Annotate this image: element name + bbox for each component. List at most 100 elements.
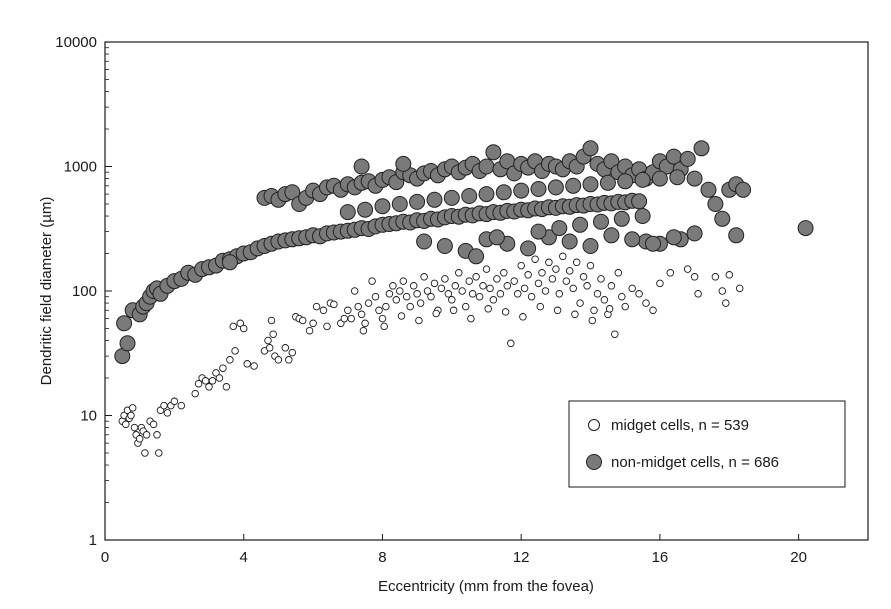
non-midget-point (603, 227, 620, 244)
midget-point (548, 275, 557, 283)
midget-point (191, 389, 199, 398)
non-midget-point (530, 223, 547, 240)
midget-point (397, 312, 406, 320)
midget-point (122, 420, 130, 429)
midget-point (219, 364, 227, 372)
midget-point (135, 435, 144, 443)
midget-point (553, 306, 562, 315)
midget-point (597, 275, 605, 283)
midget-point (666, 269, 675, 277)
midget-point (600, 296, 609, 304)
non-midget-point (547, 179, 564, 196)
midget-point (590, 306, 598, 315)
midget-point (500, 269, 508, 277)
midget-point (579, 273, 588, 281)
midget-point (520, 284, 529, 293)
non-midget-point (572, 216, 589, 233)
midget-point (427, 292, 435, 301)
x-tick-label: 20 (790, 549, 807, 566)
midget-point (319, 306, 328, 315)
non-midget-point (495, 184, 512, 201)
midget-point (503, 282, 512, 290)
non-midget-point (634, 171, 651, 188)
midget-point (628, 284, 636, 293)
midget-point (486, 284, 494, 293)
midget-point (467, 314, 475, 323)
midget-point (364, 299, 373, 307)
midget-point (484, 305, 492, 313)
midget-point (420, 273, 428, 281)
non-midget-point (284, 184, 301, 201)
midget-point (170, 397, 179, 406)
midget-point (694, 290, 702, 298)
non-midget-point (443, 189, 460, 206)
non-midget-point (339, 204, 356, 221)
non-midget-point (634, 208, 651, 224)
midget-point (330, 300, 338, 309)
midget-point (281, 344, 290, 352)
midget-point (130, 423, 139, 432)
midget-point (437, 284, 446, 293)
midget-point (243, 360, 251, 368)
x-tick-label: 12 (513, 549, 530, 566)
midget-point (406, 302, 414, 311)
non-midget-point (714, 210, 731, 227)
midget-point (323, 322, 331, 331)
midget-point (371, 292, 380, 301)
midget-point (571, 310, 579, 319)
midget-point (231, 347, 239, 355)
midget-point (409, 282, 418, 290)
midget-point (149, 420, 158, 429)
midget-point (468, 290, 477, 298)
x-tick-label: 8 (378, 549, 386, 566)
non-midget-point (707, 196, 724, 212)
non-midget-point (391, 196, 408, 212)
midget-point (347, 314, 355, 323)
midget-point (496, 290, 505, 298)
non-midget-point (520, 240, 537, 257)
midget-point (479, 282, 487, 290)
non-midget-point (665, 229, 682, 246)
non-midget-point (416, 233, 433, 250)
midget-point (359, 326, 368, 335)
midget-point (378, 314, 387, 323)
legend-label-non-midget: non-midget cells, n = 686 (611, 454, 779, 471)
non-midget-point (631, 193, 648, 210)
midget-point (735, 284, 744, 293)
y-tick-label: 10000 (55, 34, 97, 51)
midget-point (298, 316, 307, 325)
midget-point (432, 309, 440, 318)
non-midget-point (395, 155, 412, 172)
midget-point (340, 314, 349, 323)
non-midget-point (700, 181, 717, 198)
midget-point (141, 449, 149, 457)
midget-point (545, 258, 553, 267)
midget-point (588, 316, 597, 325)
non-midget-point (436, 238, 453, 254)
midget-point (501, 308, 510, 316)
midget-point (357, 310, 366, 319)
points-layer (114, 140, 814, 457)
midget-point (269, 330, 277, 338)
midget-point (305, 326, 314, 335)
non-midget-point (461, 188, 478, 204)
midget-point (572, 258, 581, 267)
midget-point (489, 296, 498, 304)
midget-point (569, 284, 577, 293)
midget-point (382, 302, 390, 311)
non-midget-point (119, 335, 136, 352)
midget-point (534, 279, 543, 288)
midget-point (160, 401, 168, 410)
midget-point (399, 277, 408, 285)
midget-point (458, 287, 466, 295)
midget-point (618, 292, 626, 301)
midget-point (593, 290, 602, 298)
midget-point (415, 316, 423, 325)
midget-point (586, 261, 595, 270)
midget-point (128, 404, 137, 412)
non-midget-point (409, 193, 426, 210)
non-midget-point (624, 231, 641, 248)
y-tick-label: 1 (89, 532, 97, 549)
non-midget-point (645, 235, 661, 252)
midget-point (142, 431, 151, 439)
